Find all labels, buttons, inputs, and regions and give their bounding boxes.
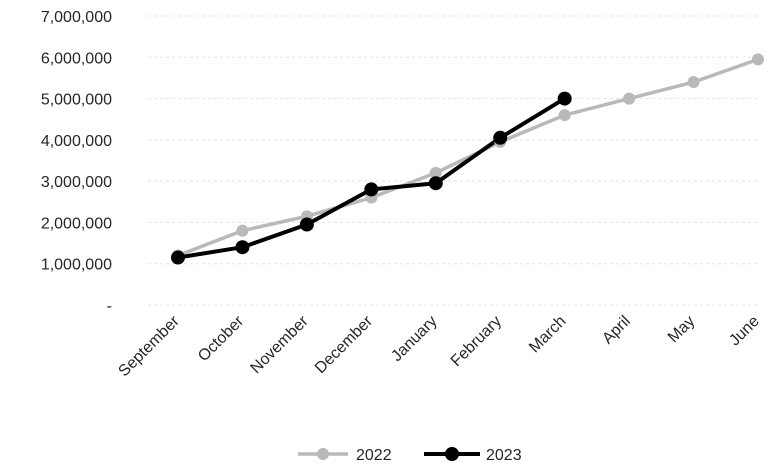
data-point-2023 xyxy=(171,250,185,265)
x-tick-label: December xyxy=(312,312,377,377)
y-axis: - 1,000,000 2,000,000 3,000,000 4,000,000 5,0… xyxy=(41,9,112,315)
legend-swatch-marker xyxy=(317,448,329,460)
x-tick-label: February xyxy=(448,313,505,370)
y-tick-label: 1,000,000 xyxy=(41,257,112,274)
x-tick-label: October xyxy=(195,312,248,365)
legend-label: 2023 xyxy=(486,447,522,464)
y-tick-label: 4,000,000 xyxy=(41,133,112,150)
data-point-2022 xyxy=(429,166,442,179)
data-point-2022 xyxy=(558,109,571,122)
y-tick-label: - xyxy=(107,298,112,315)
y-tick-label: 7,000,000 xyxy=(41,9,112,26)
y-tick-label: 3,000,000 xyxy=(41,174,112,191)
y-tick-label: 2,000,000 xyxy=(41,215,112,232)
y-tick-label: 5,000,000 xyxy=(41,92,112,109)
series-line-2022 xyxy=(176,57,760,258)
x-tick-label: June xyxy=(726,313,763,350)
x-axis: September October November December January F… xyxy=(115,312,762,380)
x-tick-label: November xyxy=(248,312,313,377)
legend-label: 2022 xyxy=(356,447,392,464)
data-point-2022 xyxy=(623,92,636,105)
legend-swatch-marker xyxy=(445,447,459,461)
data-point-2023 xyxy=(428,176,443,191)
data-point-2022 xyxy=(236,224,249,237)
data-point-2023 xyxy=(557,91,572,106)
data-point-2022 xyxy=(752,53,764,66)
y-tick-label: 6,000,000 xyxy=(41,50,112,67)
legend-item-2023: 2023 xyxy=(424,447,522,464)
data-point-2023 xyxy=(299,217,314,232)
x-tick-label: April xyxy=(599,313,634,348)
data-point-2022 xyxy=(687,76,700,89)
x-tick-label: January xyxy=(388,313,440,365)
series-points xyxy=(171,53,764,265)
series-lines xyxy=(176,57,760,260)
x-tick-label: May xyxy=(665,313,698,346)
data-point-2023 xyxy=(364,182,379,197)
legend: 2022 2023 xyxy=(298,447,522,464)
data-point-2023 xyxy=(235,240,250,255)
data-point-2023 xyxy=(493,130,508,145)
x-tick-label: September xyxy=(115,312,183,380)
x-tick-label: March xyxy=(526,313,569,356)
legend-item-2022: 2022 xyxy=(298,447,392,464)
gridlines xyxy=(148,15,758,306)
